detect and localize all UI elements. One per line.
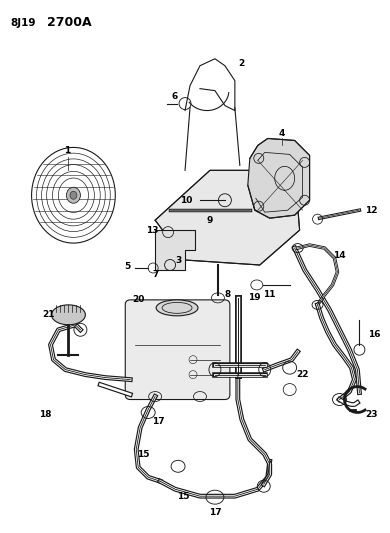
FancyBboxPatch shape [125,300,230,400]
Text: 16: 16 [368,330,381,340]
Text: 11: 11 [264,290,276,300]
Text: 12: 12 [365,206,378,215]
Text: 13: 13 [146,225,158,235]
Text: 17: 17 [152,417,165,426]
Ellipse shape [156,300,198,316]
Text: 5: 5 [124,262,130,271]
Text: 1: 1 [64,146,71,155]
Ellipse shape [66,187,80,203]
Text: 15: 15 [177,491,189,500]
Text: 2700A: 2700A [46,17,91,29]
Text: 23: 23 [365,410,378,419]
Text: 4: 4 [278,129,285,138]
Polygon shape [155,230,195,270]
Text: 19: 19 [248,293,261,302]
Text: 8J19: 8J19 [11,18,36,28]
Text: 10: 10 [180,196,192,205]
Polygon shape [155,171,300,265]
Text: 15: 15 [137,450,149,459]
Ellipse shape [51,305,85,325]
Text: 8: 8 [225,290,231,300]
Text: 2: 2 [239,59,245,68]
Ellipse shape [70,191,77,199]
Text: 9: 9 [207,216,213,225]
Text: 18: 18 [39,410,52,419]
Text: 22: 22 [296,370,309,379]
Text: 20: 20 [132,295,144,304]
Polygon shape [248,139,310,218]
Text: 14: 14 [333,251,346,260]
Text: 7: 7 [152,270,158,279]
Text: 21: 21 [42,310,55,319]
Text: 17: 17 [209,507,221,516]
Text: 3: 3 [175,255,181,264]
Text: 6: 6 [172,92,178,101]
